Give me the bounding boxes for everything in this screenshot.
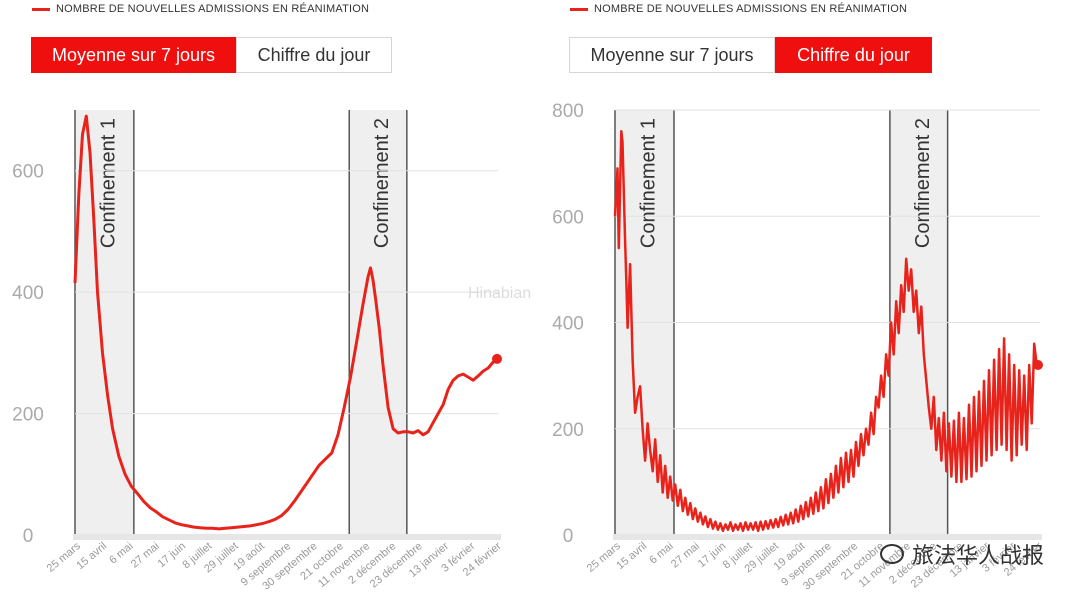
legend-label: NOMBRE DE NOUVELLES ADMISSIONS EN RÉANIM… [594, 3, 908, 15]
y-tick-label: 200 [552, 420, 584, 441]
mode-toggle: Moyenne sur 7 jours Chiffre du jour [569, 37, 932, 73]
x-tick-label: 27 mai [129, 540, 162, 570]
x-tick-label: 15 avril [614, 540, 649, 572]
band-label: Confinement 2 [912, 118, 934, 248]
legend-line-swatch [32, 7, 50, 11]
toggle-7day-average[interactable]: Moyenne sur 7 jours [569, 37, 775, 73]
x-tick-label: 15 avril [74, 540, 109, 572]
y-tick-label: 0 [563, 526, 574, 547]
corner-watermark: 旅法华人战报 [879, 538, 1044, 570]
band-label: Confinement 1 [97, 118, 119, 248]
series-end-point [1033, 360, 1043, 370]
chart-panel-7day: NOMBRE DE NOUVELLES ADMISSIONS EN RÉANIM… [12, 3, 532, 593]
watermark-text: 旅法华人战报 [911, 543, 1044, 568]
x-tick-label: 25 mars [585, 540, 624, 575]
y-tick-label: 400 [12, 283, 44, 304]
toggle-7day-average[interactable]: Moyenne sur 7 jours [31, 37, 236, 73]
wechat-icon [879, 544, 904, 564]
y-tick-label: 400 [552, 314, 584, 335]
series-line [73, 114, 498, 531]
band-label: Confinement 2 [371, 118, 393, 248]
y-tick-label: 0 [23, 526, 34, 547]
y-tick-label: 600 [552, 207, 584, 228]
y-tick-label: 200 [12, 405, 44, 426]
x-axis [73, 534, 501, 540]
legend-line-swatch [570, 7, 588, 11]
chart-7day-average: Confinement 1 Confinement 2 0 200 400 600 25 m… [12, 110, 504, 593]
center-watermark: Hinabian [468, 285, 532, 302]
x-tick-label: 27 mai [669, 540, 702, 570]
y-tick-label: 600 [12, 162, 44, 183]
chart-panel-daily: NOMBRE DE NOUVELLES ADMISSIONS EN RÉANIM… [540, 0, 1080, 607]
lockdown-band [75, 110, 134, 535]
chart-legend: NOMBRE DE NOUVELLES ADMISSIONS EN RÉANIM… [570, 3, 907, 15]
toggle-daily-value[interactable]: Chiffre du jour [775, 37, 932, 73]
band-label: Confinement 1 [637, 118, 659, 248]
y-tick-label: 800 [552, 101, 584, 122]
series-line [613, 130, 1038, 533]
legend-label: NOMBRE DE NOUVELLES ADMISSIONS EN RÉANIM… [56, 3, 370, 15]
mode-toggle: Moyenne sur 7 jours Chiffre du jour [31, 37, 392, 73]
series-end-point [492, 353, 502, 364]
chart-daily-value: Confinement 1 Confinement 2 0 200 400 600 800 2… [552, 101, 1045, 593]
chart-legend: NOMBRE DE NOUVELLES ADMISSIONS EN RÉANIM… [32, 3, 369, 15]
x-tick-label: 25 mars [45, 540, 84, 575]
x-axis [613, 534, 1042, 540]
toggle-daily-value[interactable]: Chiffre du jour [236, 37, 392, 73]
